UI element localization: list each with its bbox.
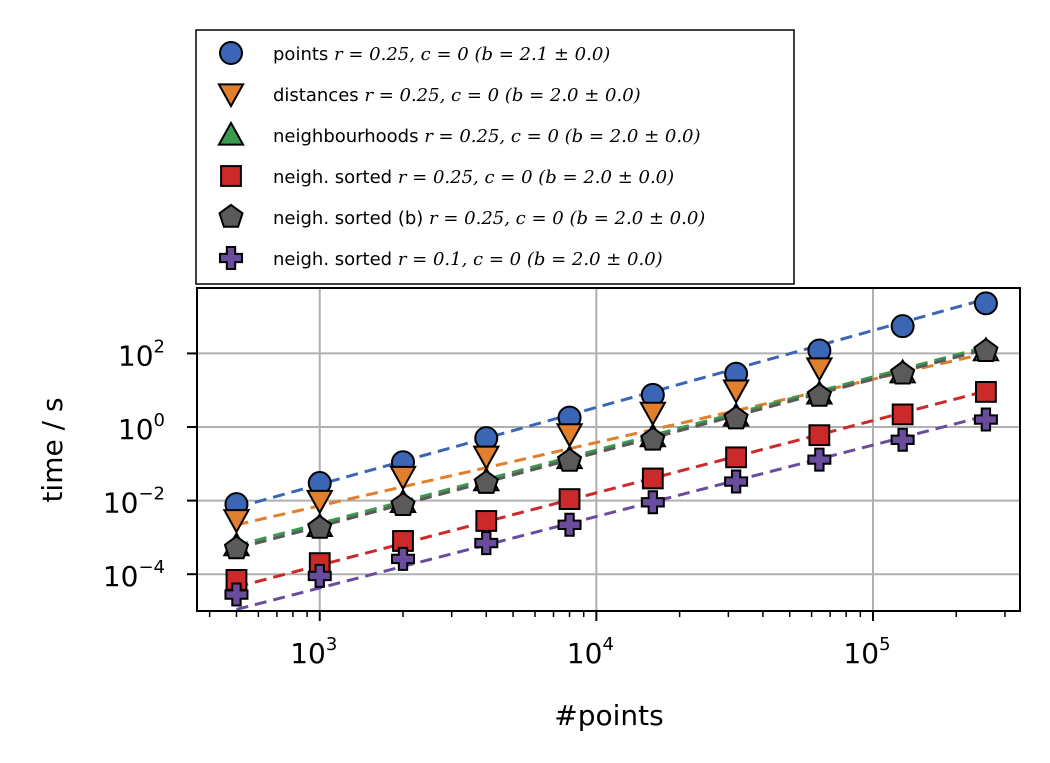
data-point-5 [556,447,583,472]
data-point-2 [805,357,834,383]
legend-marker-2 [217,83,245,109]
data-point-4 [891,403,914,426]
x-tick-base: 10 [567,637,603,670]
y-tick-exponent: 2 [154,336,165,357]
legend-label-math: r = 0.25, c = 0 (b = 2.1 ± 0.0) [334,44,610,65]
y-tick-label: 10−2 [103,484,165,520]
legend-label-math: r = 0.25, c = 0 (b = 2.0 ± 0.0) [398,167,674,188]
data-point-5 [223,535,250,560]
legend-label-prefix: points [273,44,334,65]
y-tick-exponent: −4 [138,557,165,578]
y-tick-base: 10 [118,413,154,446]
legend-label-prefix: neighbourhoods [273,126,424,147]
data-point-6 [973,407,998,432]
data-point-2 [555,423,584,449]
legend-label-prefix: neigh. sorted [273,167,398,188]
x-tick-label: 103 [290,634,337,670]
fit-lines [236,297,987,611]
legend-label-math: r = 0.25, c = 0 (b = 2.0 ± 0.0) [429,208,705,229]
fit-line-2 [236,351,987,527]
fit-line-4 [236,389,987,589]
data-point-6 [391,546,416,571]
y-tick-label: 102 [118,336,165,372]
legend-marker-5 [218,203,244,228]
data-point-2 [639,401,667,427]
data-point-5 [307,514,333,539]
data-point-5 [723,405,749,430]
y-tick-exponent: −2 [138,484,165,505]
legend-label-4: neigh. sorted r = 0.25, c = 0 (b = 2.0 ±… [273,167,674,188]
fit-line-3 [236,345,987,548]
fit-line-5 [236,347,987,550]
x-tick-base: 10 [290,637,326,670]
legend-label-2: distances r = 0.25, c = 0 (b = 2.0 ± 0.0… [273,85,641,106]
fit-line-1 [236,297,987,509]
data-point-5 [973,337,999,362]
data-point-4 [808,424,831,447]
legend-label-3: neighbourhoods r = 0.25, c = 0 (b = 2.0 … [273,126,701,147]
legend-box [195,29,795,285]
data-markers [222,291,1000,607]
legend-marker-1 [219,41,243,65]
x-tick-base: 10 [843,637,879,670]
data-point-6 [890,427,915,452]
data-point-5 [889,360,916,385]
data-point-2 [472,445,501,471]
data-point-5 [640,426,666,451]
data-point-4 [475,510,498,532]
data-point-4 [641,467,664,490]
fit-line-6 [236,414,987,611]
data-point-5 [473,469,499,494]
data-point-1 [973,291,998,316]
legend-label-5: neigh. sorted (b) r = 0.25, c = 0 (b = 2… [273,208,705,229]
x-tick-label: 105 [843,634,890,670]
data-point-2 [305,489,334,515]
data-point-2 [222,509,251,535]
x-tick-exponent: 3 [326,634,337,655]
y-axis-label: time / s [36,397,69,502]
data-point-6 [557,512,582,537]
y-tick-base: 10 [103,487,139,520]
legend-label-6: neigh. sorted r = 0.1, c = 0 (b = 2.0 ± … [273,249,663,270]
legend-label-1: points r = 0.25, c = 0 (b = 2.1 ± 0.0) [273,44,610,65]
data-point-2 [389,465,417,491]
legend-marker-6 [219,246,243,270]
y-tick-exponent: 0 [154,410,165,431]
data-point-6 [474,531,499,556]
legend-label-prefix: neigh. sorted (b) [273,208,429,229]
legend-label-prefix: distances [273,85,364,106]
y-tick-label: 10−4 [103,557,165,593]
legend-marker-4 [220,165,242,187]
y-tick-base: 10 [118,339,154,372]
legend-label-math: r = 0.1, c = 0 (b = 2.0 ± 0.0) [398,249,663,270]
data-point-6 [807,447,832,472]
data-point-4 [558,488,581,510]
x-tick-label: 104 [567,634,614,670]
data-point-6 [640,490,665,515]
legend-marker-3 [217,120,245,146]
x-tick-exponent: 5 [879,634,890,655]
legend-label-math: r = 0.25, c = 0 (b = 2.0 ± 0.0) [424,126,700,147]
x-axis-label: #points [554,699,663,732]
y-tick-base: 10 [103,560,139,593]
plot-frame [196,287,1021,612]
y-tick-label: 100 [118,410,165,446]
data-point-5 [390,491,416,516]
data-point-4 [975,381,997,403]
data-point-1 [890,314,915,339]
legend: points r = 0.25, c = 0 (b = 2.1 ± 0.0) di… [195,29,795,285]
legend-label-math: r = 0.25, c = 0 (b = 2.0 ± 0.0) [364,85,640,106]
data-point-4 [725,446,747,469]
grid [197,288,1020,611]
x-tick-exponent: 4 [602,634,613,655]
data-point-6 [724,469,749,494]
legend-label-prefix: neigh. sorted [273,249,398,270]
data-point-6 [307,563,332,588]
data-point-5 [806,382,833,407]
data-point-6 [224,582,249,607]
data-point-2 [722,379,750,405]
